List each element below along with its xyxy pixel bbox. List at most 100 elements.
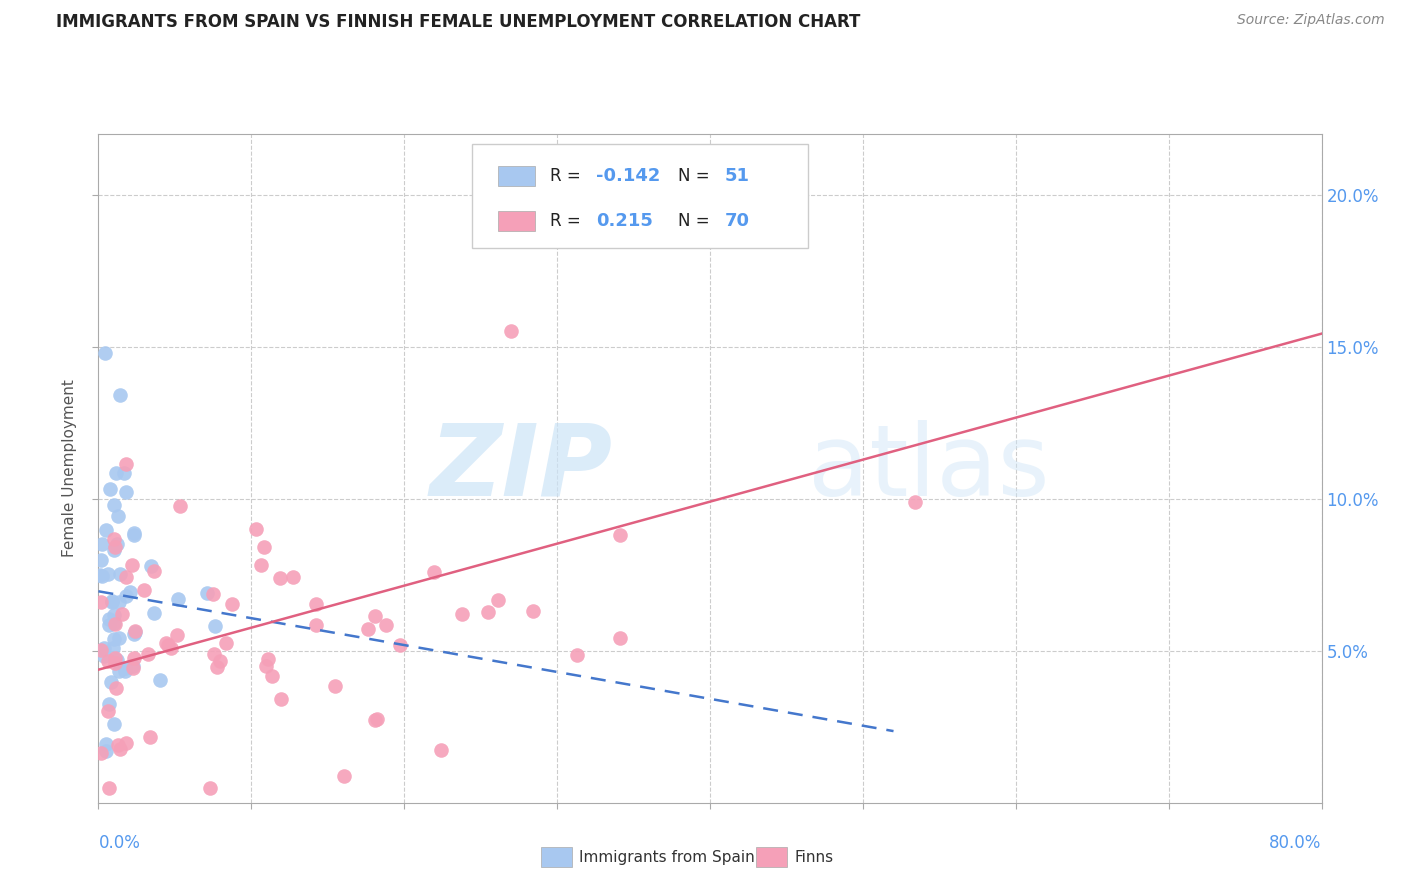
Point bbox=[115, 570, 138, 584]
Point bbox=[97, 612, 120, 626]
Point bbox=[281, 569, 304, 583]
Point bbox=[103, 542, 125, 557]
Text: 0.215: 0.215 bbox=[596, 211, 654, 230]
Point bbox=[332, 769, 354, 783]
Text: 0.0%: 0.0% bbox=[98, 834, 141, 852]
Point bbox=[903, 495, 925, 509]
Point bbox=[450, 607, 472, 621]
Point bbox=[111, 607, 134, 621]
Point bbox=[105, 537, 128, 551]
Y-axis label: Female Unemployment: Female Unemployment bbox=[62, 379, 77, 558]
Text: R =: R = bbox=[550, 167, 586, 185]
Point bbox=[101, 595, 124, 609]
Point bbox=[105, 653, 128, 667]
Point bbox=[104, 617, 127, 632]
Point bbox=[93, 640, 115, 655]
Point bbox=[115, 589, 138, 603]
Point bbox=[124, 650, 146, 665]
Point bbox=[103, 498, 125, 512]
Point bbox=[198, 780, 221, 795]
Point bbox=[115, 458, 138, 472]
Text: N =: N = bbox=[678, 167, 716, 185]
Point bbox=[114, 661, 136, 675]
Point bbox=[122, 526, 145, 541]
Point bbox=[108, 595, 131, 609]
Text: -0.142: -0.142 bbox=[596, 167, 661, 185]
Point bbox=[375, 618, 398, 632]
Text: 70: 70 bbox=[724, 211, 749, 230]
Point bbox=[103, 717, 125, 731]
Point bbox=[142, 606, 165, 620]
Text: atlas: atlas bbox=[808, 420, 1049, 516]
Point bbox=[250, 558, 273, 572]
Point bbox=[124, 624, 146, 639]
Point bbox=[363, 713, 385, 727]
Point bbox=[121, 661, 143, 675]
Point bbox=[110, 741, 132, 756]
Text: IMMIGRANTS FROM SPAIN VS FINNISH FEMALE UNEMPLOYMENT CORRELATION CHART: IMMIGRANTS FROM SPAIN VS FINNISH FEMALE … bbox=[56, 13, 860, 31]
Point bbox=[122, 659, 145, 673]
Text: ZIP: ZIP bbox=[429, 420, 612, 516]
Point bbox=[90, 568, 112, 582]
Point bbox=[245, 522, 267, 536]
Point bbox=[323, 679, 346, 693]
Point bbox=[609, 528, 631, 542]
Point bbox=[94, 737, 117, 751]
Point bbox=[96, 744, 118, 758]
Point bbox=[115, 484, 138, 499]
Point bbox=[108, 664, 131, 678]
Point bbox=[105, 466, 128, 480]
Point bbox=[149, 673, 172, 687]
Point bbox=[103, 608, 125, 623]
Point bbox=[139, 730, 162, 744]
Text: Immigrants from Spain: Immigrants from Spain bbox=[579, 850, 755, 864]
Point bbox=[214, 636, 236, 650]
FancyBboxPatch shape bbox=[498, 211, 536, 231]
Point bbox=[166, 592, 188, 607]
Point bbox=[262, 669, 284, 683]
Point bbox=[107, 738, 129, 752]
Point bbox=[668, 166, 690, 180]
Point bbox=[204, 619, 226, 633]
Point bbox=[565, 648, 588, 662]
Point bbox=[257, 652, 280, 666]
Point bbox=[94, 523, 117, 537]
Point bbox=[103, 632, 125, 646]
Point bbox=[91, 536, 114, 550]
Point bbox=[103, 615, 125, 630]
Point bbox=[501, 325, 523, 339]
Point bbox=[270, 692, 292, 706]
Point bbox=[98, 780, 121, 795]
Point bbox=[730, 233, 752, 247]
Point bbox=[422, 565, 444, 579]
Point bbox=[124, 528, 146, 542]
Point bbox=[114, 736, 136, 750]
Point bbox=[97, 698, 120, 712]
Point bbox=[305, 618, 328, 632]
Point bbox=[97, 704, 120, 718]
Point bbox=[121, 558, 143, 572]
Point bbox=[136, 647, 159, 661]
Point bbox=[305, 597, 328, 611]
Point bbox=[104, 540, 127, 554]
Point bbox=[486, 593, 509, 607]
Point bbox=[97, 566, 120, 581]
Point bbox=[90, 552, 112, 566]
Point bbox=[522, 604, 544, 618]
Point bbox=[207, 660, 229, 674]
Point bbox=[132, 582, 155, 597]
Point bbox=[356, 622, 378, 636]
Point bbox=[609, 631, 631, 645]
Point bbox=[101, 640, 124, 655]
Point bbox=[90, 595, 112, 609]
Point bbox=[98, 617, 121, 632]
Point bbox=[221, 597, 243, 611]
Point bbox=[202, 647, 225, 661]
Point bbox=[110, 567, 132, 582]
Point bbox=[195, 585, 218, 599]
Point bbox=[120, 584, 142, 599]
Point bbox=[90, 643, 112, 657]
Text: N =: N = bbox=[678, 211, 716, 230]
Point bbox=[430, 743, 453, 757]
Point bbox=[139, 558, 162, 573]
